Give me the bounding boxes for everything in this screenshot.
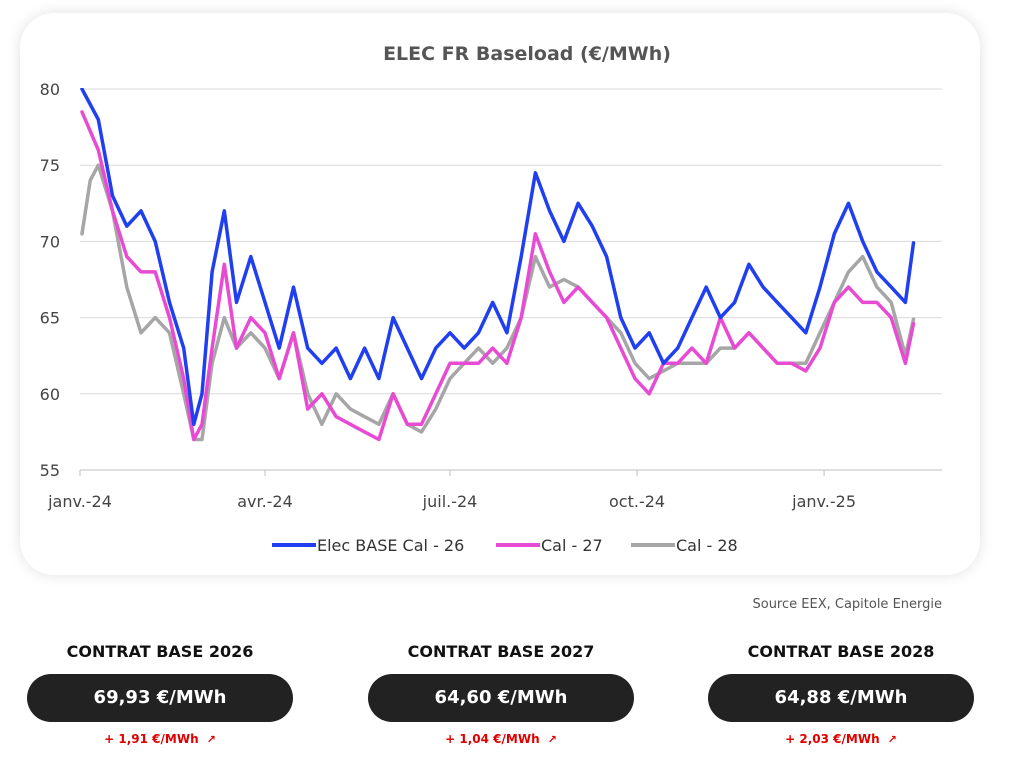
change-value: + 2,03 €/MWh bbox=[785, 732, 880, 746]
y-tick-label: 65 bbox=[40, 309, 60, 328]
series-line-2 bbox=[80, 110, 916, 442]
legend-label: Cal - 27 bbox=[541, 536, 603, 555]
contract-change: + 1,91 €/MWh ↗ bbox=[27, 732, 293, 746]
y-tick-label: 80 bbox=[40, 80, 60, 99]
arrow-up-right-icon: ↗ bbox=[206, 733, 216, 746]
contract-price: 69,93 €/MWh bbox=[27, 674, 293, 722]
x-tick-label: juil.-24 bbox=[422, 492, 478, 511]
x-tick-label: janv.-25 bbox=[791, 492, 856, 511]
contract-card-2026: CONTRAT BASE 2026 69,93 €/MWh + 1,91 €/M… bbox=[27, 640, 293, 746]
contract-price: 64,88 €/MWh bbox=[708, 674, 974, 722]
x-tick-label: oct.-24 bbox=[609, 492, 665, 511]
contract-change: + 2,03 €/MWh ↗ bbox=[708, 732, 974, 746]
legend-label: Elec BASE Cal - 26 bbox=[317, 536, 464, 555]
y-tick-label: 55 bbox=[40, 461, 60, 480]
price-chart: ELEC FR Baseload (€/MWh) 55 60 65 70 75 80 janv… bbox=[40, 43, 942, 555]
chart-card bbox=[20, 13, 980, 575]
arrow-up-right-icon: ↗ bbox=[887, 733, 897, 746]
contract-change: + 1,04 €/MWh ↗ bbox=[368, 732, 634, 746]
arrow-up-right-icon: ↗ bbox=[547, 733, 557, 746]
y-tick-label: 70 bbox=[40, 232, 60, 251]
change-value: + 1,04 €/MWh bbox=[445, 732, 540, 746]
contract-title: CONTRAT BASE 2028 bbox=[747, 642, 935, 661]
contract-card-2027: CONTRAT BASE 2027 64,60 €/MWh + 1,04 €/M… bbox=[368, 640, 634, 746]
x-tick-label: janv.-24 bbox=[47, 492, 112, 511]
contract-title: CONTRAT BASE 2027 bbox=[407, 642, 595, 661]
y-tick-label: 60 bbox=[40, 385, 60, 404]
chart-title: ELEC FR Baseload (€/MWh) bbox=[383, 43, 671, 65]
legend-label: Cal - 28 bbox=[676, 536, 738, 555]
series-line-1 bbox=[80, 88, 916, 427]
change-value: + 1,91 €/MWh bbox=[104, 732, 199, 746]
x-tick-label: avr.-24 bbox=[237, 492, 293, 511]
contract-title: CONTRAT BASE 2026 bbox=[66, 642, 254, 661]
source-note: Source EEX, Capitole Energie bbox=[752, 597, 942, 612]
contract-price: 64,60 €/MWh bbox=[368, 674, 634, 722]
contract-card-2028: CONTRAT BASE 2028 64,88 €/MWh + 2,03 €/M… bbox=[708, 640, 974, 746]
y-tick-label: 75 bbox=[40, 156, 60, 175]
